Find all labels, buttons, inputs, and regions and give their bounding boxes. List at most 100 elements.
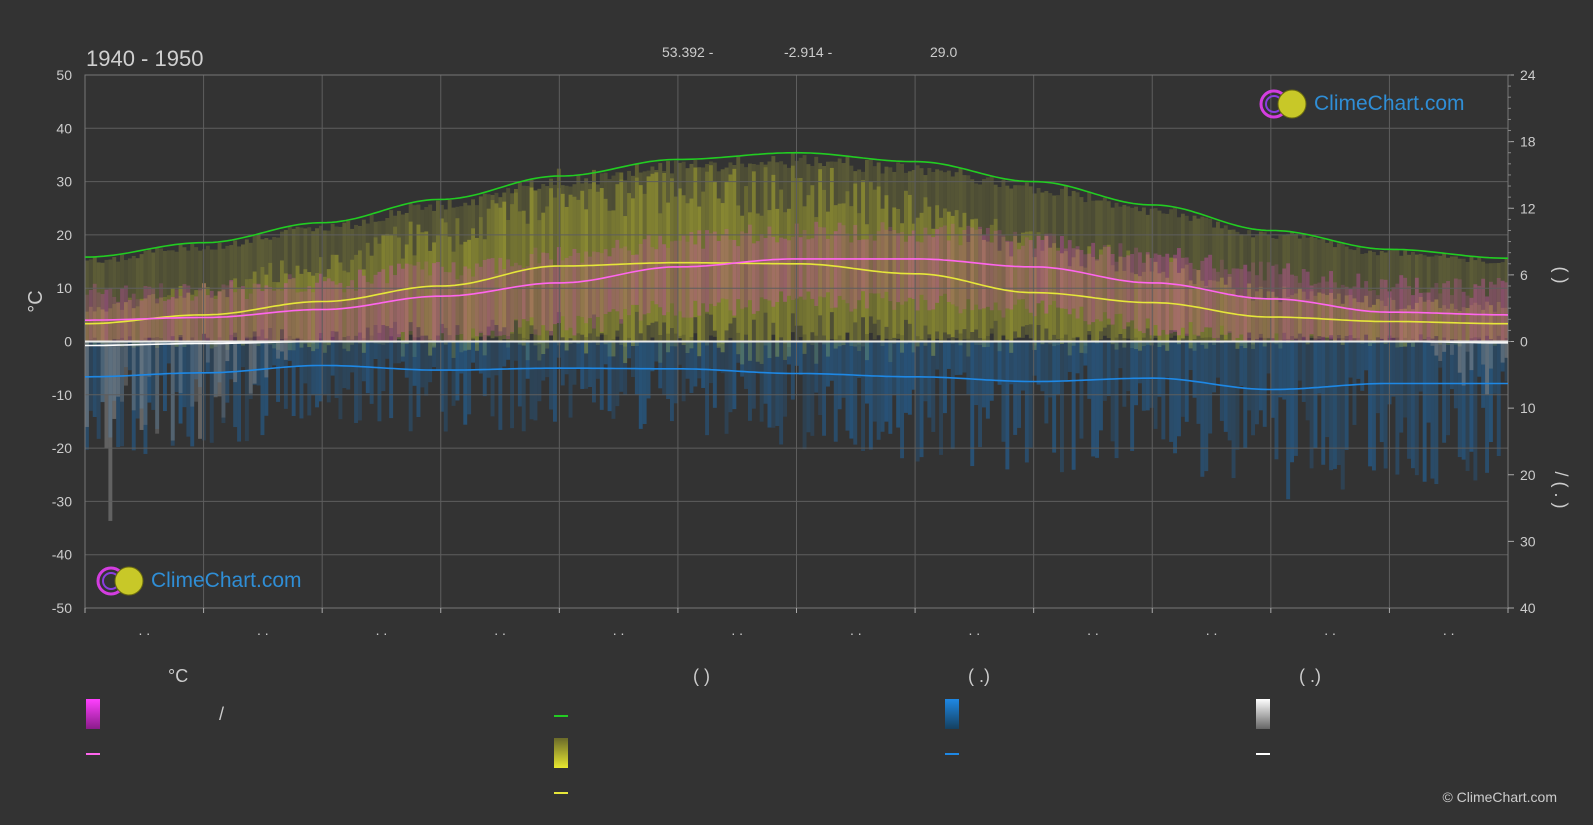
daylight-bar — [1340, 243, 1345, 338]
x-tick-label: . . — [1324, 622, 1336, 638]
rain-bar — [751, 341, 756, 409]
rain-bar — [280, 341, 284, 367]
daylight-bar — [116, 261, 121, 345]
legend-snow-swatch — [1256, 699, 1270, 729]
rain-bar — [841, 341, 846, 398]
temperature-bar — [1184, 257, 1189, 336]
daylight-bar — [127, 258, 132, 343]
daylight-bar — [1294, 233, 1298, 338]
logo-top[interactable]: ClimeChart.com — [1258, 88, 1465, 120]
temperature-bar — [919, 242, 924, 295]
rain-bar — [92, 341, 97, 418]
daylight-bar — [163, 251, 167, 342]
sunshine-bar — [494, 203, 499, 326]
daylight-bar — [1333, 247, 1337, 343]
temperature-bar — [1457, 279, 1462, 341]
rain-bar — [845, 341, 850, 431]
daylight-bar — [673, 160, 678, 334]
temperature-bar — [1161, 256, 1166, 330]
temperature-bar — [1352, 286, 1357, 341]
rain-bar — [1446, 341, 1450, 436]
sunshine-bar — [1251, 300, 1255, 349]
temperature-bar — [580, 262, 585, 318]
sunshine-bar — [190, 294, 195, 345]
temperature-bar — [322, 281, 327, 341]
daylight-bar — [260, 239, 265, 343]
sunshine-bar — [576, 199, 581, 344]
temperature-bar — [1313, 283, 1318, 341]
sunshine-bar — [256, 284, 261, 346]
sunshine-bar — [1204, 285, 1209, 349]
rain-bar — [705, 341, 709, 436]
rain-bar — [322, 341, 327, 395]
sunshine-bar — [533, 190, 538, 330]
daylight-bar — [1052, 195, 1057, 347]
rain-bar — [631, 341, 635, 378]
rain-bar — [787, 341, 791, 365]
sunshine-bar — [970, 219, 975, 332]
rain-bar — [970, 341, 975, 467]
temperature-bar — [1056, 250, 1060, 308]
snow-bar — [280, 341, 284, 352]
sunshine-bar — [248, 278, 253, 338]
logo-bottom[interactable]: ClimeChart.com — [95, 565, 302, 597]
rain-bar — [1009, 341, 1014, 385]
rain-bar — [1005, 341, 1010, 470]
sunshine-bar — [1138, 276, 1142, 351]
rain-bar — [159, 341, 163, 376]
rain-bar — [744, 341, 748, 389]
daylight-bar — [818, 163, 823, 342]
y-tick-left: 30 — [56, 174, 72, 190]
rain-bar — [1216, 341, 1220, 378]
temperature-bar — [1001, 235, 1006, 318]
temperature-bar — [1430, 287, 1435, 341]
y-tick-right-top: 0 — [1520, 334, 1528, 350]
daylight-bar — [88, 259, 93, 340]
rain-bar — [1192, 341, 1197, 398]
rain-bar — [1426, 341, 1431, 423]
sunshine-bar — [1153, 261, 1158, 336]
temperature-bar — [256, 283, 261, 341]
rain-bar — [822, 341, 826, 436]
daylight-bar — [833, 161, 838, 340]
rain-bar — [584, 341, 589, 389]
daylight-bar — [135, 258, 140, 344]
daylight-bar — [1492, 263, 1497, 343]
rain-bar — [100, 341, 105, 403]
sunshine-bar — [662, 172, 667, 323]
daylight-bar — [1430, 256, 1435, 342]
snow-bar — [85, 341, 89, 427]
sunshine-bar — [693, 167, 698, 318]
temperature-bar — [541, 252, 546, 326]
rain-bar — [1087, 341, 1092, 399]
temperature-bar — [1188, 262, 1193, 323]
snow-bar — [1450, 341, 1454, 355]
daylight-bar — [1028, 186, 1033, 339]
temperature-bar — [736, 246, 741, 300]
daylight-bar — [1087, 192, 1092, 335]
snow-bar — [252, 341, 257, 384]
rain-bar — [658, 341, 663, 389]
sunshine-bar — [697, 206, 702, 357]
daylight-bar — [287, 226, 292, 336]
daylight-bar — [233, 240, 238, 338]
sunshine-bar — [775, 208, 780, 357]
rain-bar — [1114, 341, 1119, 459]
legend-temperature-heading: °C — [168, 666, 189, 686]
sunshine-bar — [1305, 299, 1310, 345]
sunshine-bar — [1001, 236, 1006, 336]
daylight-bar — [330, 223, 335, 337]
sunshine-bar — [1481, 309, 1486, 345]
rain-bar — [124, 341, 128, 368]
sunshine-bar — [1106, 244, 1111, 325]
daylight-bar — [377, 221, 382, 344]
sunshine-bar — [1032, 257, 1037, 350]
sunshine-bar — [985, 241, 990, 347]
x-tick-label: . . — [376, 622, 388, 638]
daylight-bar — [1422, 255, 1427, 342]
daylight-bar — [1469, 257, 1474, 339]
temperature-bar — [104, 289, 109, 341]
rain-bar — [221, 341, 226, 424]
temperature-bar — [467, 268, 472, 341]
temperature-bar — [494, 273, 499, 337]
